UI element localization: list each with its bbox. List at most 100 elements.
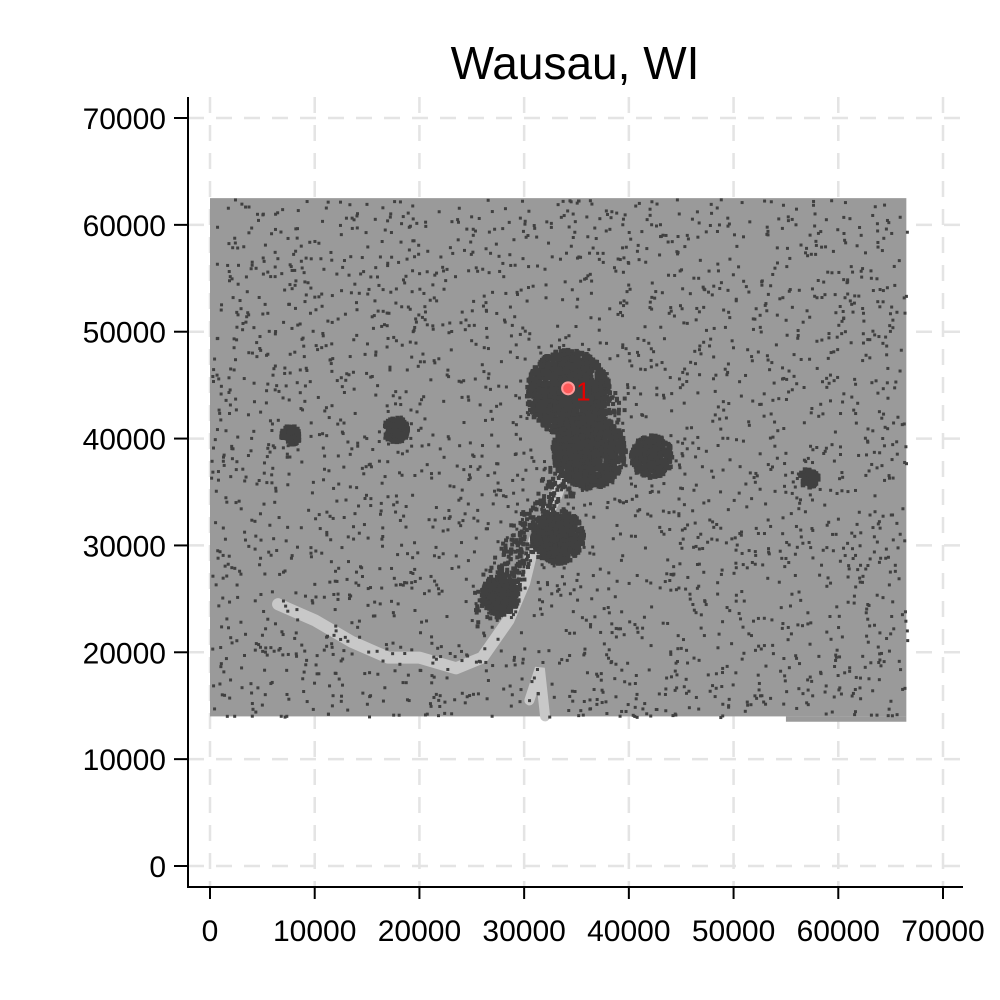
urban-cell (586, 393, 592, 399)
developed-cell (504, 385, 508, 389)
developed-cell (795, 496, 799, 500)
developed-cell (523, 219, 527, 223)
developed-cell (513, 315, 517, 319)
developed-cell (393, 200, 397, 204)
urban-cell (579, 391, 585, 396)
developed-cell (252, 429, 256, 433)
urban-cell (573, 361, 578, 366)
developed-cell (719, 198, 723, 202)
developed-cell (518, 437, 522, 441)
developed-cell (784, 473, 788, 477)
developed-cell (662, 482, 666, 486)
developed-cell (669, 588, 673, 592)
developed-cell (654, 290, 658, 294)
developed-cell (636, 509, 640, 513)
developed-cell (830, 443, 834, 447)
developed-cell (658, 586, 662, 590)
developed-cell (588, 272, 592, 276)
developed-cell (897, 577, 901, 581)
developed-cell (590, 597, 594, 601)
developed-cell (469, 252, 473, 256)
developed-cell (464, 318, 468, 322)
developed-cell (497, 254, 501, 258)
developed-cell (498, 269, 502, 273)
developed-cell (674, 588, 678, 592)
developed-cell (873, 623, 877, 627)
urban-cell (530, 369, 535, 375)
developed-cell (346, 440, 350, 444)
developed-cell (478, 465, 482, 469)
urban-cell (537, 411, 543, 417)
developed-cell (266, 270, 270, 274)
developed-cell (510, 323, 514, 327)
developed-cell (456, 238, 460, 242)
developed-cell (485, 335, 489, 339)
developed-cell (811, 203, 815, 207)
developed-cell (290, 554, 294, 558)
developed-cell (434, 506, 438, 510)
developed-cell (684, 677, 688, 681)
developed-cell (739, 533, 743, 537)
developed-cell (309, 257, 313, 261)
developed-cell (854, 421, 858, 425)
developed-cell (626, 261, 630, 265)
developed-cell (663, 580, 667, 584)
developed-cell (470, 215, 474, 219)
developed-cell (782, 657, 786, 661)
urban-cell (586, 474, 592, 480)
developed-cell (899, 668, 903, 672)
developed-cell (438, 694, 442, 698)
developed-cell (766, 518, 770, 522)
developed-cell (347, 373, 351, 377)
developed-cell (373, 217, 377, 221)
developed-cell (317, 433, 321, 437)
developed-cell (418, 287, 422, 291)
developed-cell (234, 408, 238, 412)
developed-cell (838, 304, 842, 308)
developed-cell (445, 676, 449, 680)
developed-cell (229, 636, 233, 640)
developed-cell (716, 269, 720, 273)
urban-cell (594, 359, 600, 365)
developed-cell (390, 566, 394, 570)
developed-cell (362, 523, 366, 527)
developed-cell (731, 346, 735, 350)
developed-cell (265, 653, 269, 657)
developed-cell (719, 427, 723, 431)
developed-cell (508, 350, 512, 354)
developed-cell (650, 223, 654, 227)
developed-cell (892, 421, 896, 425)
developed-cell (285, 668, 289, 672)
developed-cell (583, 277, 587, 281)
developed-cell (621, 246, 625, 250)
developed-cell (556, 203, 560, 207)
developed-cell (286, 609, 290, 613)
developed-cell (891, 600, 895, 604)
developed-cell (857, 510, 861, 514)
developed-cell (538, 587, 542, 591)
developed-cell (601, 251, 605, 255)
developed-cell (216, 478, 220, 482)
urban-cell (589, 398, 594, 404)
developed-cell (879, 651, 883, 655)
developed-cell (711, 475, 715, 479)
developed-cell (516, 473, 520, 477)
developed-cell (793, 485, 797, 489)
developed-cell (387, 442, 391, 446)
developed-cell (459, 321, 463, 325)
developed-cell (423, 310, 427, 314)
developed-cell (233, 714, 237, 718)
developed-cell (568, 631, 572, 635)
developed-cell (806, 688, 810, 692)
developed-cell (506, 505, 510, 509)
developed-cell (231, 296, 235, 300)
urban-cell (535, 401, 541, 406)
developed-cell (383, 475, 387, 479)
developed-cell (685, 648, 689, 652)
developed-cell (891, 476, 895, 480)
developed-cell (252, 381, 256, 385)
developed-cell (717, 223, 721, 227)
developed-cell (721, 620, 725, 624)
developed-cell (726, 436, 730, 440)
developed-cell (304, 293, 308, 297)
